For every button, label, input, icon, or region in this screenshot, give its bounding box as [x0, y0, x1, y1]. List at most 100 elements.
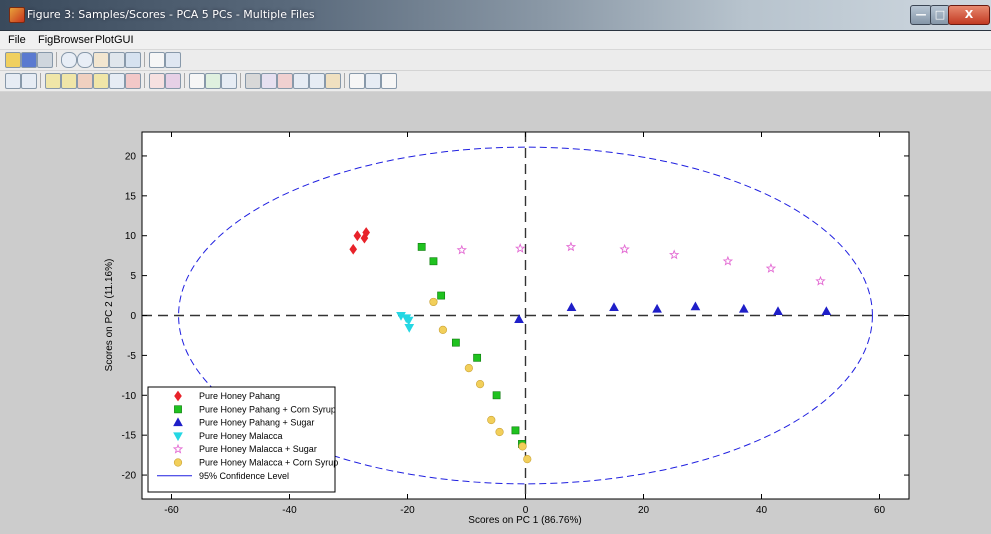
x-tick-label: -60 [164, 505, 179, 516]
menu-plotgui[interactable]: PlotGUI [95, 34, 134, 46]
scatter-icon[interactable] [149, 73, 165, 89]
toolbar-separator [144, 52, 145, 67]
help-icon[interactable] [325, 73, 341, 89]
select-x-icon[interactable] [45, 73, 61, 89]
print-icon[interactable] [37, 52, 53, 68]
legend-marker[interactable] [173, 458, 183, 467]
data-point[interactable] [362, 227, 371, 238]
data-point[interactable] [722, 255, 734, 266]
close-button[interactable]: X [948, 5, 990, 25]
toolbar-separator [144, 73, 145, 88]
grid-icon[interactable] [381, 73, 397, 89]
data-point[interactable] [437, 291, 446, 300]
insert-icon[interactable] [21, 73, 37, 89]
data-point[interactable] [495, 427, 504, 437]
edit-plot-icon[interactable] [5, 73, 21, 89]
matlab-app-icon [9, 7, 25, 23]
data-point[interactable] [609, 302, 619, 312]
data-point[interactable] [511, 426, 520, 435]
zoom-out-icon[interactable] [77, 52, 93, 68]
data-point[interactable] [738, 303, 749, 313]
window-titlebar[interactable]: Figure 3: Samples/Scores - PCA 5 PCs - M… [0, 0, 991, 31]
zoom-in-icon[interactable] [61, 52, 77, 68]
confidence-ellipse [178, 146, 873, 485]
data-point[interactable] [456, 244, 467, 255]
legend-label: Pure Honey Pahang + Sugar [199, 418, 314, 428]
data-point[interactable] [652, 303, 662, 313]
legend-marker[interactable] [173, 417, 183, 427]
legend-toggle-icon[interactable] [165, 52, 181, 68]
y-tick-label: 15 [125, 191, 137, 202]
data-point[interactable] [417, 242, 426, 251]
maximize-button[interactable]: □ [930, 5, 950, 25]
data-point[interactable] [514, 314, 524, 323]
save-icon[interactable] [21, 52, 37, 68]
data-point[interactable] [690, 301, 701, 311]
legend-label: 95% Confidence Level [199, 471, 289, 481]
select-xy-icon[interactable] [77, 73, 93, 89]
data-point[interactable] [353, 230, 362, 242]
data-point[interactable] [404, 323, 415, 333]
exclude-icon[interactable] [93, 73, 109, 89]
classes-icon[interactable] [125, 73, 141, 89]
menu-figbrowser[interactable]: FigBrowser [38, 34, 94, 46]
filter-icon[interactable] [309, 73, 325, 89]
data-point[interactable] [451, 338, 460, 347]
data-point[interactable] [565, 241, 577, 252]
minimize-button[interactable]: — [910, 5, 932, 25]
data-point[interactable] [821, 306, 832, 316]
legend-marker[interactable] [174, 405, 182, 414]
x-tick-label: 20 [638, 505, 650, 516]
data-point[interactable] [523, 455, 532, 464]
data-point[interactable] [518, 442, 527, 451]
scores-plot[interactable]: -60 -40 -20 0 20 40 60 -20 -15 -10 -5 0 5 10 15 20 Scor… [0, 92, 991, 534]
data-point[interactable] [473, 353, 482, 362]
data-point[interactable] [815, 275, 826, 286]
y-tick-label: -10 [122, 391, 137, 402]
plot-settings-icon[interactable] [349, 73, 365, 89]
data-point[interactable] [475, 380, 485, 389]
data-point[interactable] [619, 243, 630, 254]
y-tick-label: 5 [130, 271, 136, 282]
x-tick-label: -20 [400, 505, 415, 516]
histogram-icon[interactable] [277, 73, 293, 89]
data-point[interactable] [773, 306, 783, 316]
data-point[interactable] [765, 262, 777, 273]
data-cursor-icon[interactable] [125, 52, 141, 68]
multi-plot-icon[interactable] [261, 73, 277, 89]
figure-canvas[interactable]: -60 -40 -20 0 20 40 60 -20 -15 -10 -5 0 5 10 15 20 Scor… [0, 92, 991, 534]
plot-browser-icon[interactable] [149, 52, 165, 68]
data-point[interactable] [464, 364, 473, 373]
tools-icon[interactable] [221, 73, 237, 89]
select-icon[interactable] [245, 73, 261, 89]
data-point[interactable] [429, 257, 438, 266]
spectra-icon[interactable] [189, 73, 205, 89]
reduce-icon[interactable] [109, 73, 125, 89]
data-point[interactable] [438, 325, 448, 334]
data-point[interactable] [349, 243, 358, 255]
data-points[interactable] [349, 227, 832, 464]
rotate-icon[interactable] [109, 52, 125, 68]
legend-marker[interactable] [172, 443, 184, 454]
data-point[interactable] [566, 302, 577, 312]
scale-icon[interactable] [205, 73, 221, 89]
x-tick-label: 60 [874, 505, 886, 516]
legend[interactable]: Pure Honey Pahang Pure Honey Pahang + Cor… [147, 386, 338, 493]
pan-icon[interactable] [93, 52, 109, 68]
data-point[interactable] [487, 415, 496, 425]
confidence-icon[interactable] [293, 73, 309, 89]
legend-box [147, 386, 336, 493]
data-point[interactable] [429, 297, 438, 307]
legend-marker[interactable] [174, 390, 182, 402]
table-icon[interactable] [365, 73, 381, 89]
menu-file[interactable]: File [8, 34, 26, 46]
x-tick-label: 0 [523, 505, 529, 516]
open-icon[interactable] [5, 52, 21, 68]
data-point[interactable] [492, 391, 501, 400]
data-point[interactable] [669, 249, 680, 260]
data-point[interactable] [403, 316, 414, 326]
legend-marker[interactable] [173, 432, 183, 442]
data-point[interactable] [515, 243, 526, 253]
select-y-icon[interactable] [61, 73, 77, 89]
axis-icon[interactable] [165, 73, 181, 89]
